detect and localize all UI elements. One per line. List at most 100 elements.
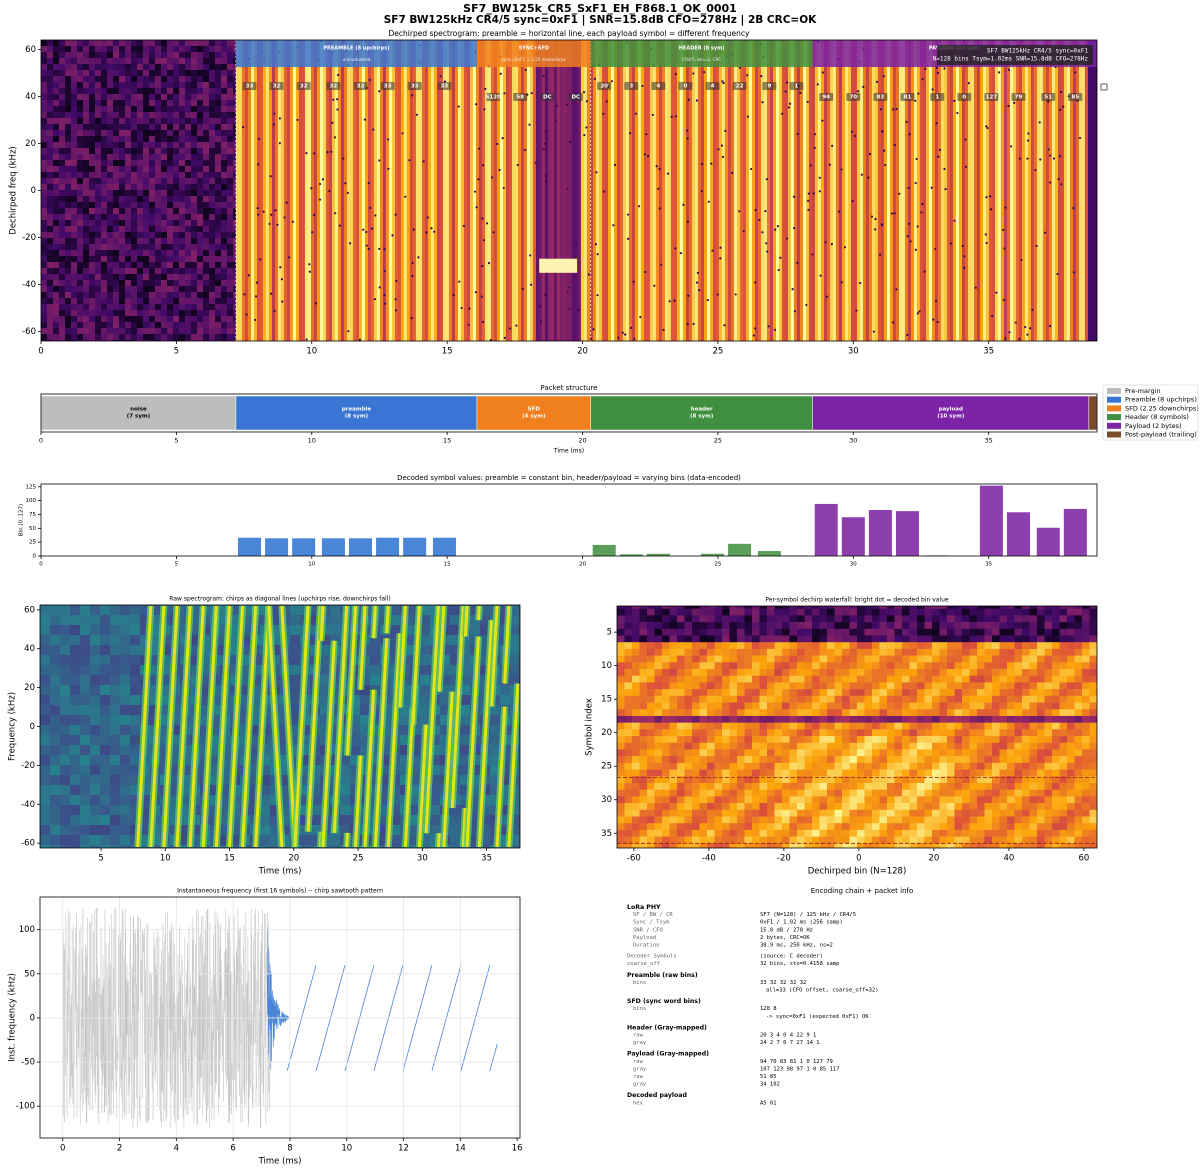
spectrogram-cell xyxy=(149,310,155,316)
waterfall-cell xyxy=(1067,609,1075,616)
spectrogram-dot xyxy=(629,132,631,134)
spectrogram-cell xyxy=(143,100,149,106)
spectrogram-cell xyxy=(50,815,60,825)
spectrogram-dot xyxy=(430,227,432,229)
spectrogram-cell xyxy=(203,148,209,154)
waterfall-cell xyxy=(835,635,843,642)
spectrogram-cell xyxy=(191,88,197,94)
spectrogram-cell xyxy=(227,178,233,184)
spectrogram-cell xyxy=(107,328,113,334)
spectrogram-cell xyxy=(89,184,95,190)
spectrogram-cell xyxy=(100,625,110,635)
spectrogram-cell xyxy=(173,262,179,268)
spectrogram-dot xyxy=(686,130,688,132)
spectrogram-cell xyxy=(47,280,53,286)
spectrogram-cell xyxy=(47,316,53,322)
spectrogram-cell xyxy=(71,124,77,130)
waterfall-cell xyxy=(782,609,790,616)
spectrogram-cell xyxy=(107,322,113,328)
spectrogram-column xyxy=(896,40,899,341)
spectrogram-cell xyxy=(77,64,83,70)
waterfall-cell xyxy=(902,649,910,656)
spectrogram-cell xyxy=(65,298,71,304)
spectrogram-cell xyxy=(191,322,197,328)
spectrogram-dot xyxy=(296,119,298,121)
spectrogram-column xyxy=(929,40,932,341)
spectrogram-cell xyxy=(203,202,209,208)
plot-area xyxy=(617,602,1097,850)
spectrogram-cell xyxy=(80,635,90,645)
waterfall-cell xyxy=(932,696,940,703)
spectrogram-cell xyxy=(149,250,155,256)
spectrogram-column xyxy=(644,40,647,341)
spectrogram-dot xyxy=(566,291,568,293)
waterfall-cell xyxy=(1007,635,1015,642)
spectrogram-cell xyxy=(107,172,113,178)
spectrogram-cell xyxy=(83,82,89,88)
spectrogram-cell xyxy=(101,172,107,178)
spectrogram-cell xyxy=(101,136,107,142)
waterfall-cell xyxy=(850,622,858,629)
spectrogram-dot xyxy=(747,116,749,118)
spectrogram-cell xyxy=(215,160,221,166)
waterfall-cell xyxy=(722,615,730,622)
spectrogram-cell xyxy=(89,178,95,184)
spectrogram-cell xyxy=(120,725,130,735)
spectrogram-cell xyxy=(95,52,101,58)
spectrogram-column xyxy=(473,40,476,341)
spectrogram-column xyxy=(1070,40,1073,341)
waterfall-cell xyxy=(910,642,918,649)
spectrogram-cell xyxy=(83,208,89,214)
waterfall-cell xyxy=(617,662,625,669)
spectrogram-cell xyxy=(53,262,59,268)
waterfall-cell xyxy=(827,629,835,636)
spectrogram-cell xyxy=(71,190,77,196)
spectrogram-cell xyxy=(120,615,130,625)
spectrogram-cell xyxy=(60,755,70,765)
spectrogram-cell xyxy=(107,280,113,286)
spectrogram-cell xyxy=(209,196,215,202)
waterfall-cell xyxy=(752,615,760,622)
waterfall-cell xyxy=(662,656,670,663)
waterfall-cell xyxy=(820,696,828,703)
spectrogram-cell xyxy=(137,298,143,304)
spectrogram-dot xyxy=(916,225,918,227)
spectrogram-cell xyxy=(131,226,137,232)
spectrogram-dot xyxy=(986,127,988,129)
waterfall-cell xyxy=(820,629,828,636)
spectrogram-cell xyxy=(65,190,71,196)
spectrogram-cell xyxy=(179,118,185,124)
spectrogram-cell xyxy=(113,322,119,328)
spectrogram-cell xyxy=(83,310,89,316)
spectrogram-cell xyxy=(107,64,113,70)
waterfall-cell xyxy=(917,696,925,703)
waterfall-cell xyxy=(752,602,760,609)
spectrogram-cell xyxy=(167,292,173,298)
spectrogram-dot xyxy=(1004,207,1006,209)
waterfall-cell xyxy=(850,656,858,663)
waterfall-cell xyxy=(1007,629,1015,636)
spectrogram-dot xyxy=(998,71,1000,73)
spectrogram-column xyxy=(1037,40,1040,341)
spectrogram-cell xyxy=(119,244,125,250)
spectrogram-cell xyxy=(119,238,125,244)
x-tick-label: 30 xyxy=(849,437,857,445)
waterfall-cell xyxy=(797,656,805,663)
spectrogram-cell xyxy=(179,292,185,298)
spectrogram-cell xyxy=(90,795,100,805)
spectrogram-cell xyxy=(95,196,101,202)
spectrogram-cell xyxy=(53,46,59,52)
spectrogram-cell xyxy=(71,178,77,184)
waterfall-cell xyxy=(827,615,835,622)
waterfall-cell xyxy=(925,656,933,663)
waterfall-cell xyxy=(647,602,655,609)
spectrogram-cell xyxy=(70,675,80,685)
spectrogram-cell xyxy=(227,214,233,220)
spectrogram-cell xyxy=(53,226,59,232)
waterfall-cell xyxy=(752,696,760,703)
spectrogram-cell xyxy=(119,94,125,100)
spectrogram-cell xyxy=(167,316,173,322)
waterfall-cell xyxy=(902,656,910,663)
waterfall-cell xyxy=(977,602,985,609)
waterfall-cell xyxy=(865,682,873,689)
